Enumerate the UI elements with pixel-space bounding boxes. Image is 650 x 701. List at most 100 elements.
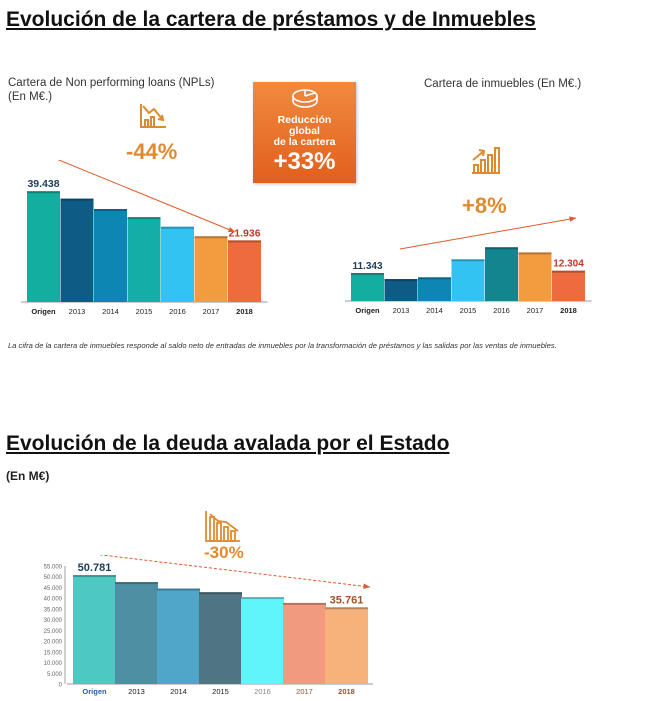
trend-arrowhead [228,227,235,233]
bar-2014 [418,277,451,301]
bar-origen [27,191,60,302]
data-label: 11.343 [352,261,382,272]
bar-top-edge [518,252,552,255]
data-label: 50.781 [78,562,112,574]
trend-line [97,555,371,588]
bar-top-edge [27,191,60,194]
bar-top-edge [161,226,194,229]
y-tick-label: 55.000 [44,565,63,571]
y-tick-label: 50.000 [44,575,63,581]
y-tick-label: 25.000 [44,629,63,635]
x-tick-label: 2017 [527,306,544,315]
x-tick-label: Origen [82,687,107,696]
x-tick-label: 2018 [236,307,253,316]
section2-title: Evolución de la deuda avalada por el Est… [6,432,450,455]
bar-2016 [485,247,518,301]
box-line1: Reducción [277,114,332,126]
bar-top-edge [199,592,242,595]
data-label: 21.936 [228,227,260,239]
bar-top-edge [94,209,127,212]
bar-2016 [161,226,194,302]
bar-origen [351,273,384,301]
trend-line [399,217,577,250]
x-tick-label: 2015 [460,306,477,315]
y-tick-label: 15.000 [44,650,63,656]
bar-2018 [325,607,368,684]
y-tick-label: 5.000 [47,672,63,678]
bar-top-edge [552,270,585,273]
x-tick-label: 2018 [338,687,355,696]
x-tick-label: Origen [31,307,56,316]
x-tick-label: 2016 [254,687,271,696]
bar-2018 [552,270,585,301]
section1-title: Evolución de la cartera de préstamos y d… [6,8,536,31]
x-tick-label: 2014 [426,306,443,315]
bar-2013 [60,198,94,302]
bar-2018 [228,240,261,302]
bar-top-edge [241,597,284,600]
npl-bar-chart: Origen 39.438 2013 2014 2015 2016 2017 2018 21.9… [21,160,268,316]
y-tick-label: 0 [59,683,63,689]
bar-top-edge [418,277,451,280]
x-tick-label: 2014 [102,307,119,316]
x-tick-label: Origen [355,306,380,315]
data-label: 39.438 [27,178,59,190]
bar-2014 [157,588,200,684]
y-tick-label: 30.000 [44,618,63,624]
npl-change-pct: -44% [126,139,178,164]
bar-2017 [518,252,552,301]
box-line2: global [289,125,320,137]
x-tick-label: 2013 [393,306,410,315]
npl-label-line1: Cartera de Non performing loans (NPLs) [8,77,215,89]
npl-chart-label: Cartera de Non performing loans (NPLs) (… [8,76,214,104]
y-tick-label: 45.000 [44,586,63,592]
y-tick-label: 20.000 [44,640,63,646]
x-tick-label: 2013 [128,687,145,696]
x-tick-label: 2017 [203,307,220,316]
bar-top-edge [228,240,261,243]
bar-2015 [199,592,242,684]
trend-line [57,160,236,233]
inmuebles-change-pct: +8% [462,193,507,218]
global-reduction-box: Reducción global de la cartera +33% [253,82,356,183]
bar-origen [73,575,116,684]
bar-top-edge [351,273,384,276]
bar-2015 [127,217,161,302]
x-tick-label: 2017 [296,687,313,696]
section2-unit: (En M€) [6,469,50,483]
x-tick-label: 2013 [69,307,86,316]
bar-top-edge [127,217,161,220]
bar-top-edge [325,607,368,610]
bar-2013 [115,582,158,684]
bar-2013 [384,279,418,301]
npl-label-line2: (En M€.) [8,91,53,103]
x-tick-label: 2015 [212,687,229,696]
bar-2017 [283,602,326,684]
footnote: La cifra de la cartera de inmuebles resp… [8,341,557,350]
bar-top-edge [60,198,94,201]
declining-chart-icon [140,104,166,128]
y-tick-label: 35.000 [44,607,63,613]
bar-top-edge [73,575,116,578]
pie-chart-icon [291,89,318,108]
bar-2016 [241,597,284,684]
y-tick-label: 10.000 [44,661,63,667]
bar-top-edge [451,259,485,262]
y-tick-label: 40.000 [44,597,63,603]
x-tick-label: 2016 [169,307,186,316]
bar-top-edge [194,236,228,239]
bar-2017 [194,236,228,302]
data-label: 12.304 [553,259,584,270]
trend-arrowhead [569,216,576,222]
bar-2015 [451,259,485,301]
bar-top-edge [157,588,200,591]
data-label: 35.761 [330,594,364,606]
bar-top-edge [384,279,418,282]
bar-2014 [94,209,127,302]
bar-top-edge [115,582,158,585]
x-tick-label: 2016 [493,306,510,315]
x-tick-label: 2018 [560,306,577,315]
bar-top-edge [283,602,326,605]
box-line3: de la cartera [273,136,336,148]
trend-arrowhead [363,583,370,589]
